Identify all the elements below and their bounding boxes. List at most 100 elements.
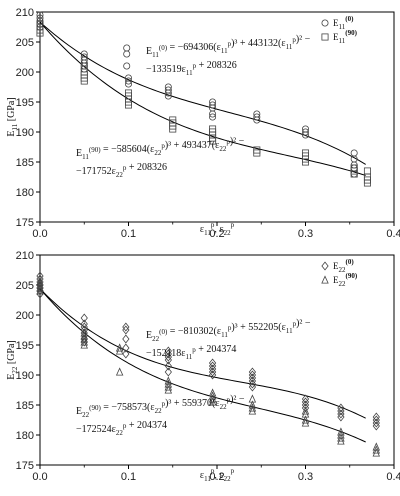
eq-text: −172524ε xyxy=(76,424,116,435)
data-point-2-19 xyxy=(208,394,217,403)
legend-label-base: E xyxy=(333,18,339,28)
eq-text: + 208326 xyxy=(196,60,237,71)
eq-superscript: p xyxy=(292,36,296,44)
x-tick-label: 0.4 xyxy=(386,228,400,240)
x-axis-label-subscript: 22 xyxy=(224,475,232,483)
chart-panel-1: 0.0 0.1 0.2 0.3 0.4 175 180 185 190 195 200 205 210 E… xyxy=(6,7,400,240)
x-tick-label: 0.0 xyxy=(32,471,47,483)
legend-label-superscript: (0) xyxy=(345,15,354,23)
eq-text: )² − xyxy=(230,394,245,405)
y-tick-label: 185 xyxy=(16,157,34,169)
eq-text: )² − xyxy=(296,34,311,45)
data-point-1-33 xyxy=(350,149,358,157)
data-point-2-24 xyxy=(248,406,257,415)
x-axis-label-base: ε xyxy=(200,470,204,481)
data-point-1-31 xyxy=(301,128,309,136)
y-tick-label: 195 xyxy=(16,97,34,109)
data-point-2-24 xyxy=(253,149,261,157)
data-point-2-12 xyxy=(115,367,124,376)
data-point-1-22 xyxy=(164,352,172,362)
equation-line-1: E22(0) = −810302(ε11p)³ + 552205(ε11p)² … xyxy=(146,318,311,343)
y-tick-label: 200 xyxy=(16,310,34,322)
eq-text: )³ + 493437(ε xyxy=(165,140,220,151)
eq-superscript: p xyxy=(161,142,165,150)
eq-text: = −758573(ε xyxy=(101,402,155,413)
data-point-1-28 xyxy=(208,364,217,374)
x-tick-label: 0.3 xyxy=(298,471,313,483)
eq-subscript: 22 xyxy=(220,403,228,411)
eq-text: E xyxy=(146,330,152,341)
data-point-1-44 xyxy=(337,412,345,422)
data-point-1-3 xyxy=(36,277,44,287)
x-tick-label: 0.2 xyxy=(209,228,224,240)
equation-line-4: −172524ε22p + 204374 xyxy=(76,420,167,437)
x-tick-label: 0.2 xyxy=(209,471,224,483)
eq-subscript: 22 xyxy=(116,171,124,179)
y-tick-label: 210 xyxy=(16,250,34,262)
data-point-2-35 xyxy=(372,448,381,457)
eq-subscript: 11 xyxy=(152,51,159,59)
data-point-2-15 xyxy=(164,382,173,391)
x-axis-label-sep: , xyxy=(214,224,219,235)
legend-label: E22(0) xyxy=(333,258,354,274)
x-tick-label: 0.4 xyxy=(386,471,400,483)
data-point-2-28 xyxy=(301,418,310,427)
y-axis-label: E11 [GPa] xyxy=(6,97,19,136)
eq-text: )² − xyxy=(230,136,245,147)
x-axis-label: ε11p, ε22p xyxy=(200,467,235,483)
eq-subscript: 11 xyxy=(286,327,293,335)
x-tick-label: 0.1 xyxy=(121,228,136,240)
series-2 xyxy=(36,277,381,457)
y-axis-label-unit: [GPa] xyxy=(6,340,17,366)
x-axis-label-base: ε xyxy=(219,224,223,235)
data-point-1-18 xyxy=(122,343,130,353)
data-point-1-15 xyxy=(122,322,130,332)
eq-subscript: 22 xyxy=(152,335,160,343)
eq-subscript: 22 xyxy=(154,149,162,157)
legend-label-base: E xyxy=(333,261,339,271)
data-point-1-41 xyxy=(337,403,345,413)
x-axis-label-superscript: p xyxy=(231,221,235,229)
y-tick-label: 200 xyxy=(16,67,34,79)
x-axis-label: ε11p, ε22p xyxy=(200,221,235,237)
data-point-1-43 xyxy=(337,409,345,419)
x-axis-label-subscript: 11 xyxy=(204,475,211,483)
y-tick-label: 190 xyxy=(16,370,34,382)
series-1 xyxy=(36,271,380,431)
data-point-2-20 xyxy=(208,397,217,406)
eq-text: −133519ε xyxy=(146,64,186,75)
legend: E22(0)E22(90) xyxy=(321,258,358,288)
x-axis-label-superscript: p xyxy=(211,221,215,229)
eq-text: = −810302(ε xyxy=(167,326,221,337)
eq-text: )³ + 559370(ε xyxy=(165,398,220,409)
legend-label-subscript: 22 xyxy=(339,280,347,288)
y-tick-label: 210 xyxy=(16,7,34,19)
eq-subscript: 22 xyxy=(219,145,227,153)
x-axis-label-superscript: p xyxy=(231,467,235,475)
data-point-1-37 xyxy=(301,394,310,404)
legend-label-base: E xyxy=(333,32,339,42)
equation-line-3: E11(90) = −585604(ε22p)³ + 493437(ε22p)²… xyxy=(76,136,245,161)
data-point-2-31 xyxy=(337,433,345,442)
data-point-1-9 xyxy=(80,319,88,329)
data-point-legend-2 xyxy=(321,33,329,41)
fit-curve-2 xyxy=(39,288,366,443)
eq-superscript: (90) xyxy=(89,404,101,412)
legend-label: E22(90) xyxy=(333,272,358,288)
data-point-2-22 xyxy=(209,137,217,145)
y-axis-label-subscript: 11 xyxy=(11,123,19,130)
data-point-1-32 xyxy=(301,131,309,139)
y-tick-label: 180 xyxy=(16,430,34,442)
data-point-1-23 xyxy=(209,101,217,109)
legend-label-base: E xyxy=(333,275,339,285)
y-tick-label: 205 xyxy=(16,280,34,292)
eq-text: + 204374 xyxy=(196,344,237,355)
data-point-2-35 xyxy=(363,179,371,187)
legend-label-subscript: 11 xyxy=(339,23,346,31)
data-point-legend-1 xyxy=(321,261,329,271)
y-tick-label: 180 xyxy=(16,187,34,199)
data-point-1-48 xyxy=(372,421,380,431)
data-point-legend-1 xyxy=(321,19,329,27)
legend-label-subscript: 11 xyxy=(339,37,346,45)
fit-curve-1 xyxy=(39,21,366,165)
